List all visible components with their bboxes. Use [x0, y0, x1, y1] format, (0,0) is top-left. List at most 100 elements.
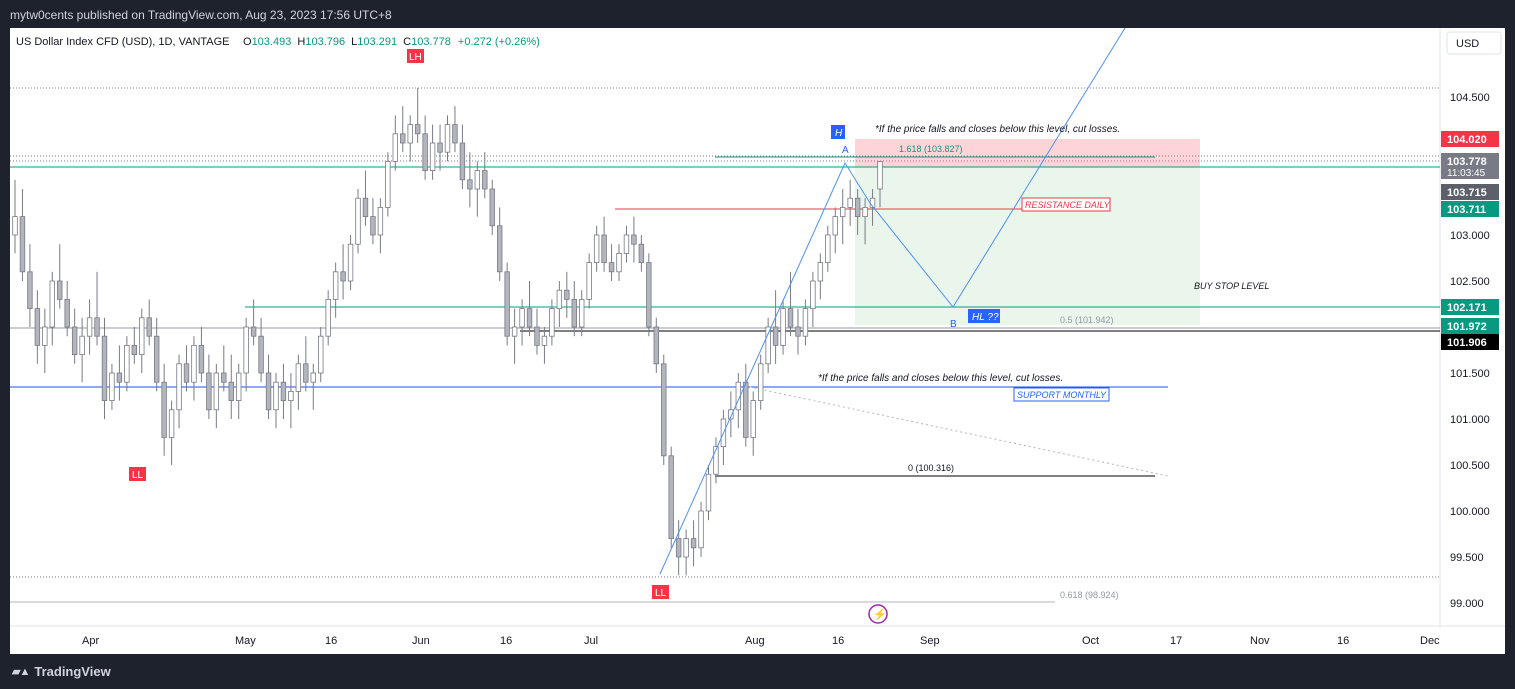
candle	[638, 235, 645, 272]
candle	[675, 520, 682, 576]
price-chart[interactable]: *If the price falls and closes below thi…	[10, 27, 1505, 654]
candle-body	[832, 216, 838, 236]
candle	[191, 336, 197, 401]
candle-body	[109, 372, 115, 402]
candle	[564, 271, 570, 318]
candle-body	[638, 243, 645, 263]
candle	[474, 161, 481, 217]
support-monthly-label: SUPPORT MONTHLY	[1017, 390, 1107, 400]
candle	[802, 299, 809, 346]
x-tick-label: Sep	[920, 635, 940, 647]
lightning-icon[interactable]	[868, 604, 888, 624]
currency-button[interactable]	[1446, 31, 1502, 55]
candle	[825, 225, 831, 272]
candle	[817, 253, 824, 300]
candle-body	[86, 317, 93, 337]
candle	[206, 354, 212, 419]
candle	[347, 235, 354, 291]
x-tick-label: 16	[500, 635, 512, 647]
candle	[482, 152, 488, 199]
candle-body	[407, 124, 413, 144]
candle	[101, 317, 108, 419]
candle-body	[489, 188, 495, 227]
tradingview-logo[interactable]: ▰▲ TradingView	[12, 664, 111, 679]
candle	[146, 299, 152, 346]
ohlc-legend: US Dollar Index CFD (USD), 1D, VANTAGE O…	[16, 36, 540, 48]
y-tick-label: 99.000	[1450, 598, 1484, 610]
candle-body	[549, 308, 555, 337]
buy-stop-label: BUY STOP LEVEL	[1194, 281, 1269, 291]
fib-1618-label: 1.618 (103.827)	[899, 144, 963, 154]
x-tick-label: Dec	[1420, 635, 1440, 647]
candle	[414, 87, 421, 143]
candle	[586, 253, 592, 309]
candle-body	[71, 326, 78, 356]
candle	[705, 465, 712, 521]
candle	[392, 115, 399, 171]
candle-body	[385, 160, 391, 208]
candle	[765, 317, 771, 373]
h-marker	[831, 125, 845, 139]
ll-bottom-label: LL	[655, 588, 667, 599]
price-tag-label: 101.972	[1447, 321, 1487, 333]
candle-body	[325, 298, 331, 337]
candle	[168, 400, 175, 465]
candle-body	[586, 262, 592, 300]
candle-body	[877, 160, 883, 190]
ohlc-values: O103.493 H103.796 L103.291 C103.778 +0.2…	[243, 36, 540, 48]
candle	[713, 437, 719, 484]
candle-body	[847, 197, 853, 208]
candle-body	[94, 317, 100, 337]
candle-body	[825, 234, 831, 264]
candle	[511, 308, 518, 364]
candle-body	[772, 326, 779, 346]
candle-body	[310, 372, 316, 383]
price-tag-label: 103.711	[1447, 204, 1486, 216]
candle	[86, 299, 93, 355]
candle-body	[146, 317, 152, 337]
currency-label: USD	[1456, 38, 1479, 50]
harmonic-pattern-path	[659, 27, 1126, 575]
resistance-daily-label: RESISTANCE DAILY	[1025, 200, 1111, 210]
tradingview-logo-icon: ▰▲	[12, 666, 30, 678]
x-tick-label: 16	[832, 635, 844, 647]
candle-body	[236, 372, 242, 402]
candle-body	[49, 280, 55, 328]
candle	[64, 281, 70, 337]
candle-body	[608, 262, 615, 273]
x-tick-label: Nov	[1250, 635, 1270, 647]
y-tick-label: 104.500	[1450, 92, 1490, 104]
candle	[519, 299, 525, 346]
candle-body	[176, 363, 182, 411]
candle	[526, 281, 533, 337]
price-tag-label: 103.715	[1447, 187, 1487, 199]
candle-body	[787, 308, 794, 328]
candle-body	[802, 308, 809, 337]
ll-left-marker	[129, 467, 146, 481]
candle-body	[482, 170, 488, 190]
candle-body	[780, 308, 786, 346]
candle-body	[690, 538, 697, 549]
trend-dotted-line	[744, 385, 1169, 477]
candle	[653, 317, 659, 373]
candle-body	[392, 133, 399, 162]
candle	[139, 308, 145, 373]
candle-body	[221, 372, 227, 383]
candle-body	[862, 206, 868, 217]
candle-body	[840, 206, 846, 217]
candle-body	[496, 225, 503, 273]
cut-loss-note-bottom: *If the price falls and closes below thi…	[818, 373, 1063, 384]
candle	[444, 115, 451, 162]
tradingview-brand: TradingView	[34, 664, 111, 679]
candle	[131, 327, 138, 364]
candle	[422, 115, 428, 180]
candle	[332, 262, 339, 318]
candle	[12, 179, 18, 254]
candle-body	[437, 142, 443, 153]
chart-panel[interactable]: *If the price falls and closes below thi…	[10, 27, 1505, 654]
candle	[646, 253, 652, 337]
x-axis-ticks: Apr May 16 Jun 16 Jul Aug 16 Sep Oct 17 Nov 16 Dec	[82, 635, 1440, 647]
candle-body	[303, 363, 309, 383]
candle	[698, 501, 704, 557]
candle-body	[377, 206, 384, 236]
